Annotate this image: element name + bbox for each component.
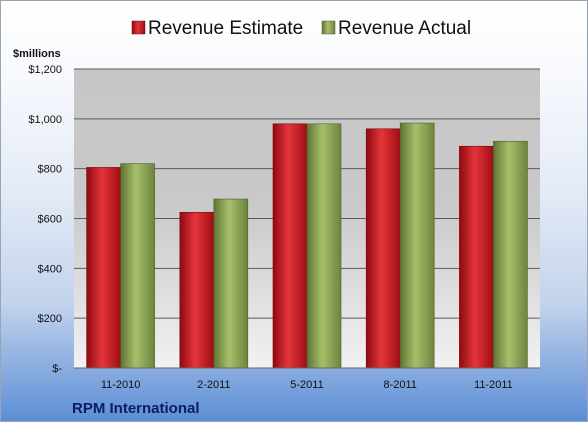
y-tick-label: $- (52, 363, 62, 375)
x-tick-label: 11-2011 (474, 379, 513, 391)
bar-revenue-estimate (179, 211, 215, 369)
y-tick-label: $800 (38, 164, 62, 176)
y-axis-unit-label: $millions (13, 48, 61, 60)
x-tick-label: 11-2010 (101, 379, 141, 391)
x-tick-label: 8-2011 (383, 379, 416, 391)
bar-revenue-estimate (459, 145, 494, 369)
y-tick-label: $600 (38, 214, 62, 226)
x-axis-ticks: 11-2010 2-2011 5-2011 8-2011 11-2011 (101, 379, 513, 391)
company-name: RPM International (72, 400, 200, 417)
bar-revenue-actual (120, 163, 155, 369)
bar-revenue-actual (399, 122, 435, 369)
bar-revenue-estimate (86, 167, 121, 369)
legend-label-estimate: Revenue Estimate (148, 18, 303, 39)
legend-swatch-actual (321, 20, 336, 35)
legend-swatch-estimate (131, 20, 146, 35)
bar-revenue-estimate (272, 123, 308, 369)
bar-revenue-estimate (365, 128, 401, 369)
x-tick-label: 5-2011 (290, 379, 323, 391)
bar-revenue-actual (213, 198, 249, 369)
y-tick-label: $1,000 (28, 114, 62, 126)
y-tick-label: $200 (38, 313, 62, 325)
bars (86, 122, 528, 369)
legend-label-actual: Revenue Actual (338, 18, 471, 39)
legend: Revenue Estimate Revenue Actual (131, 18, 471, 39)
y-axis-ticks: $- $200 $400 $600 $800 $1,000 $1,200 (28, 64, 62, 375)
x-tick-label: 2-2011 (197, 379, 230, 391)
y-tick-label: $400 (38, 263, 62, 275)
bar-revenue-actual (493, 140, 528, 369)
y-tick-label: $1,200 (28, 64, 62, 76)
bar-revenue-actual (306, 123, 342, 369)
